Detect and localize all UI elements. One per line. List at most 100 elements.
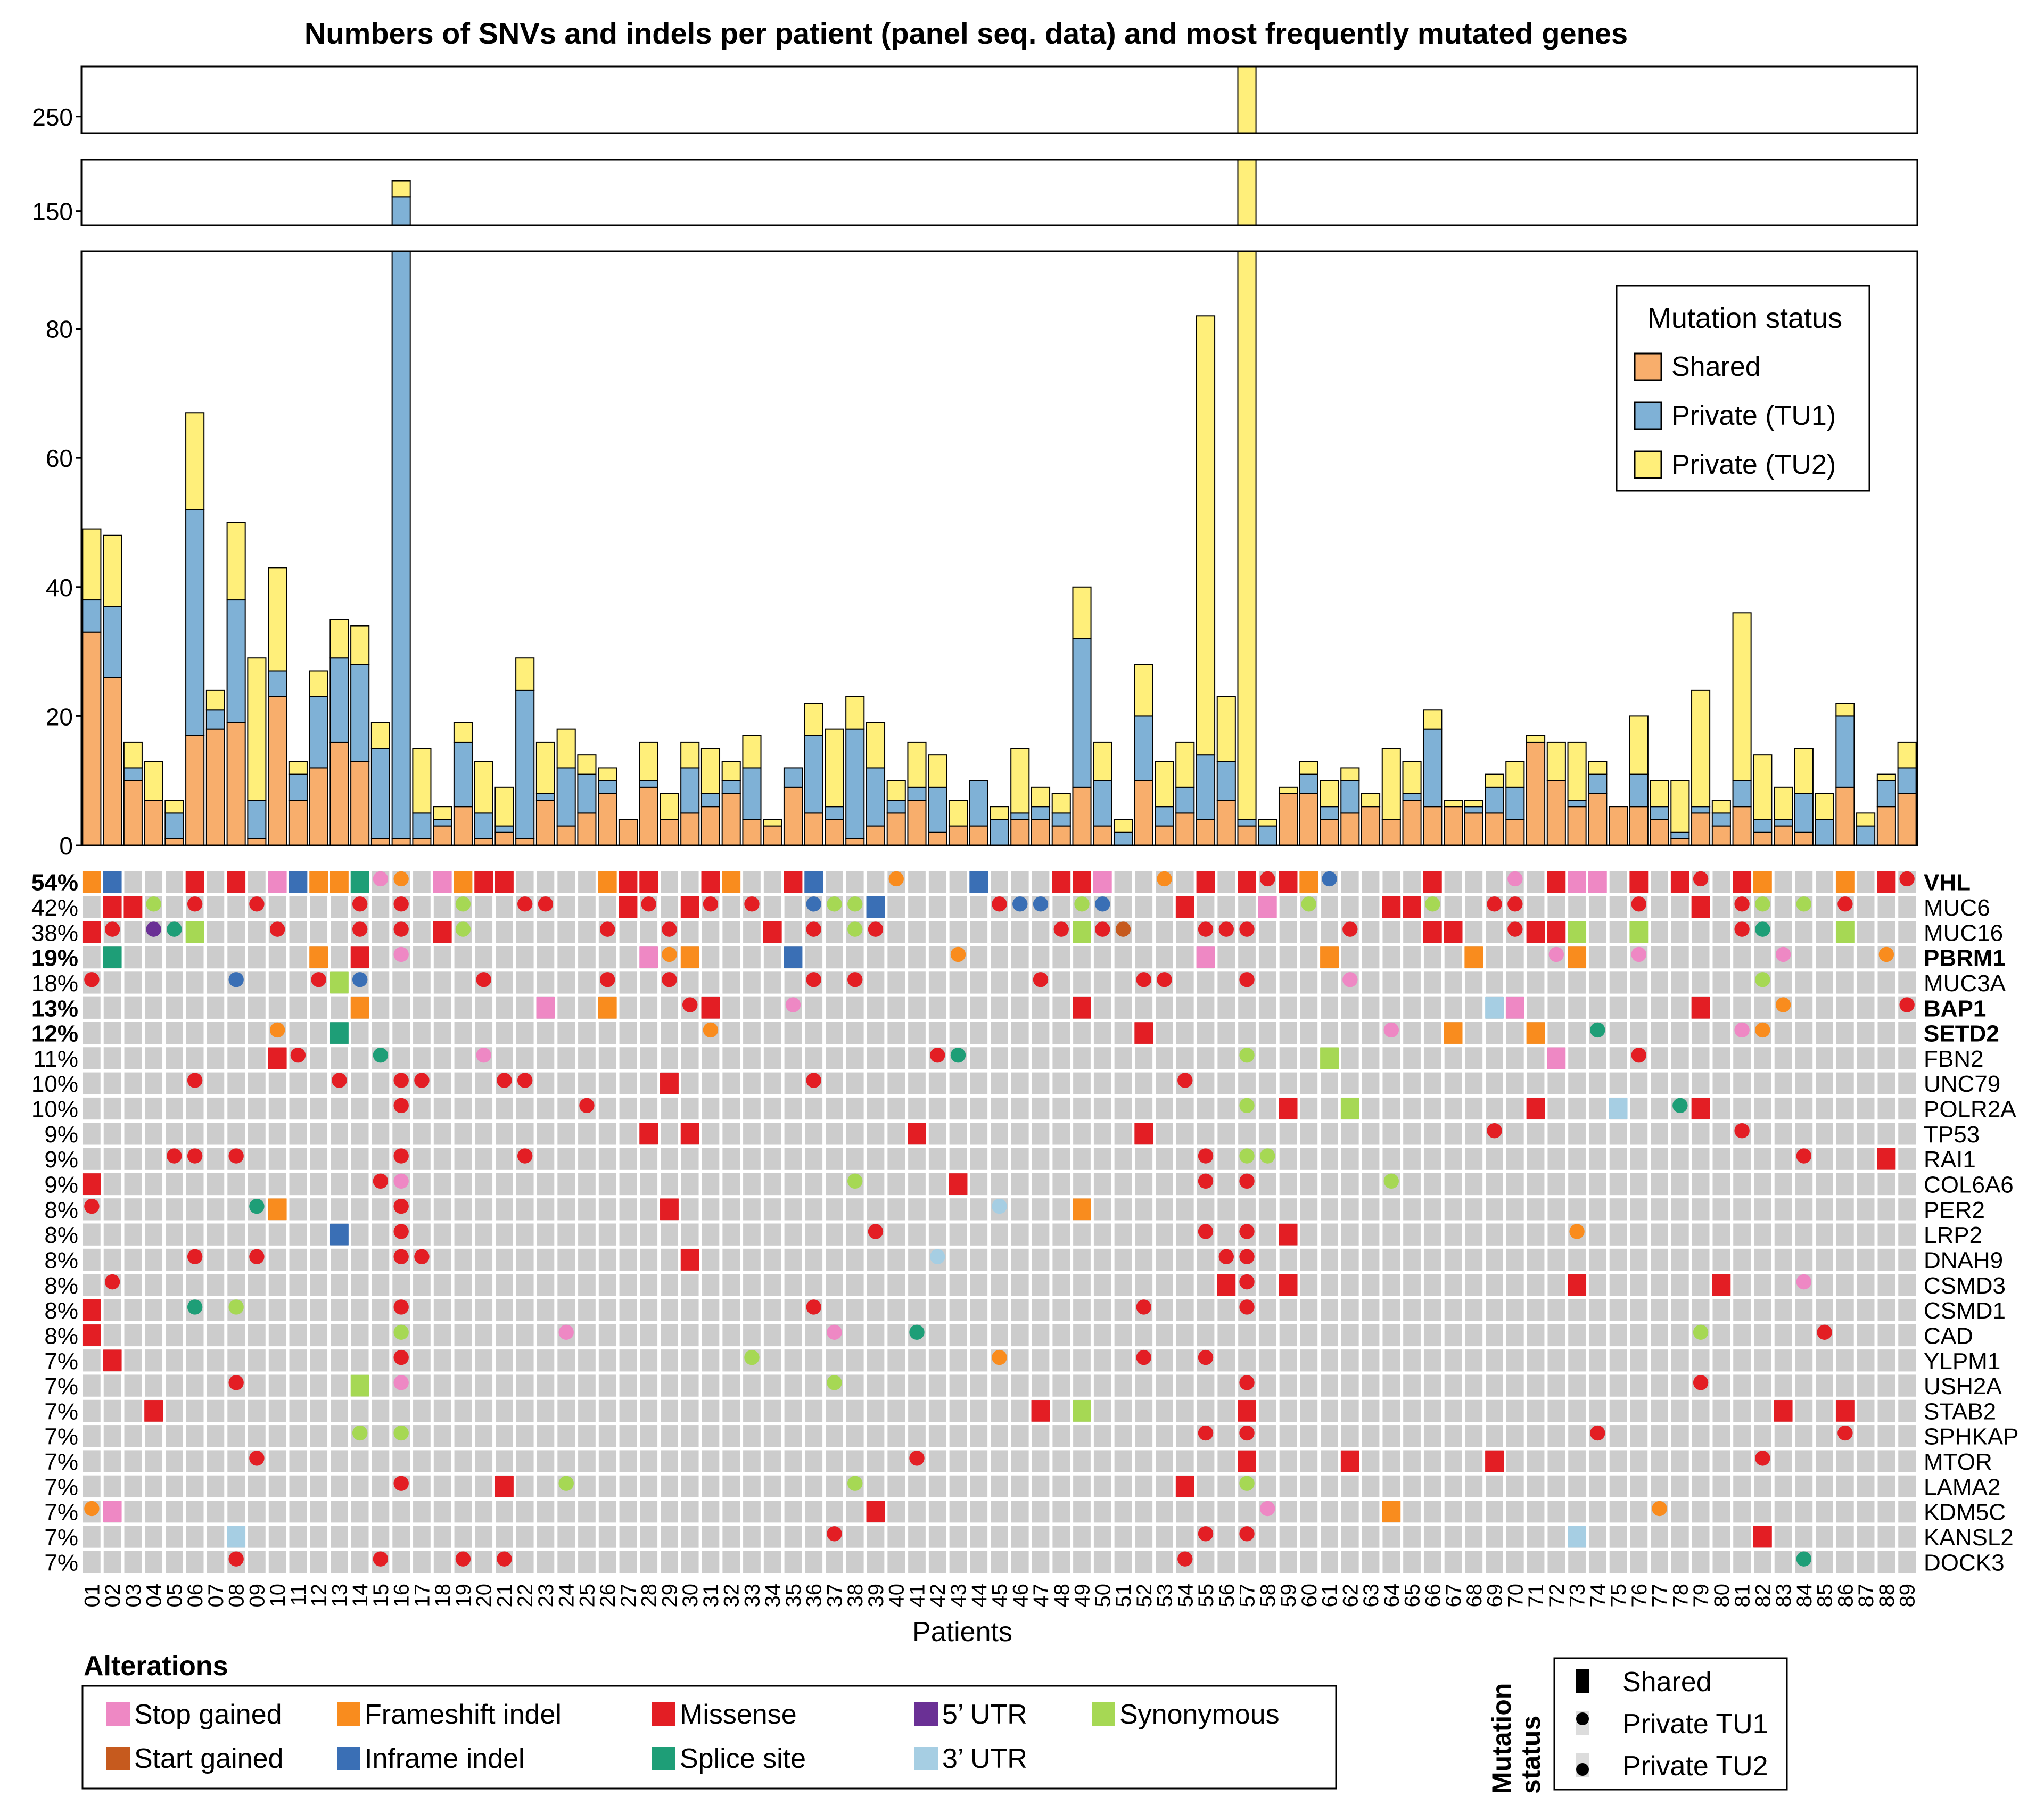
grid-cell bbox=[1671, 971, 1689, 994]
grid-cell bbox=[846, 1148, 864, 1170]
grid-cell bbox=[1217, 1475, 1235, 1498]
alteration-frameshift-shared bbox=[454, 871, 473, 893]
bar-segment-private-tu2- bbox=[1237, 251, 1257, 820]
grid-cell bbox=[908, 1425, 926, 1447]
grid-cell bbox=[1444, 996, 1462, 1019]
grid-cell bbox=[1423, 1198, 1441, 1221]
grid-cell bbox=[1816, 1072, 1833, 1094]
grid-cell bbox=[1403, 1324, 1421, 1347]
grid-cell bbox=[1712, 1475, 1730, 1498]
grid-cell bbox=[227, 1425, 245, 1447]
grid-cell bbox=[1114, 896, 1132, 918]
grid-cell bbox=[1362, 1299, 1380, 1321]
grid-cell bbox=[1114, 1551, 1132, 1573]
grid-cell bbox=[763, 1223, 781, 1246]
grid-cell bbox=[722, 996, 740, 1019]
grid-cell bbox=[1135, 871, 1153, 893]
grid-cell bbox=[826, 1148, 843, 1170]
gene-name: DNAH9 bbox=[1924, 1247, 2003, 1273]
grid-cell bbox=[1156, 1223, 1173, 1246]
grid-cell bbox=[681, 1173, 699, 1196]
grid-cell bbox=[1362, 1349, 1380, 1372]
grid-cell bbox=[702, 1274, 720, 1296]
alteration-synonymous-private bbox=[393, 1324, 409, 1340]
alteration-missense-private bbox=[682, 997, 698, 1012]
grid-cell bbox=[289, 1399, 307, 1422]
alteration-frameshift-shared bbox=[722, 871, 741, 893]
patient-label: 84 bbox=[1793, 1584, 1816, 1608]
grid-cell bbox=[331, 1097, 348, 1120]
bar-segment-shared bbox=[700, 806, 721, 845]
grid-cell bbox=[83, 1526, 101, 1548]
grid-cell bbox=[702, 1223, 720, 1246]
grid-cell bbox=[1052, 1450, 1070, 1472]
grid-cell bbox=[702, 1072, 720, 1094]
grid-cell bbox=[124, 971, 142, 994]
grid-cell bbox=[516, 871, 534, 893]
grid-cell bbox=[1692, 1425, 1710, 1447]
gene-percent: 7% bbox=[44, 1525, 78, 1551]
grid-cell bbox=[351, 1526, 369, 1548]
grid-cell bbox=[1733, 1374, 1751, 1397]
grid-cell bbox=[1651, 1274, 1668, 1296]
grid-cell bbox=[537, 1072, 555, 1094]
stacked-bars bbox=[80, 65, 1918, 846]
grid-cell bbox=[578, 1324, 596, 1347]
grid-cell bbox=[722, 1173, 740, 1196]
grid-cell bbox=[805, 1551, 823, 1573]
grid-cell bbox=[826, 1097, 843, 1120]
grid-cell bbox=[1712, 1022, 1730, 1044]
bar-segment-private-tu1- bbox=[1320, 806, 1339, 820]
grid-cell bbox=[970, 1374, 988, 1397]
patient-label: 11 bbox=[287, 1584, 310, 1606]
grid-cell bbox=[1032, 1198, 1050, 1221]
grid-cell bbox=[268, 1349, 286, 1372]
alteration-frameshift-private bbox=[662, 946, 677, 962]
alteration-missense-shared bbox=[1547, 871, 1566, 893]
grid-cell bbox=[826, 1475, 843, 1498]
grid-cell bbox=[661, 1374, 678, 1397]
grid-cell bbox=[1300, 1274, 1318, 1296]
grid-cell bbox=[722, 1072, 740, 1094]
grid-cell bbox=[1156, 1450, 1173, 1472]
grid-cell bbox=[1444, 971, 1462, 994]
bar-segment-private-tu2- bbox=[370, 722, 390, 749]
grid-cell bbox=[1362, 1148, 1380, 1170]
alteration-stop-shared bbox=[536, 996, 555, 1019]
grid-cell bbox=[1300, 1501, 1318, 1523]
grid-cell bbox=[186, 1223, 204, 1246]
grid-cell bbox=[1176, 1198, 1194, 1221]
patient-label: 56 bbox=[1215, 1584, 1239, 1608]
alteration-splice-shared bbox=[329, 1022, 349, 1044]
grid-cell bbox=[1816, 1097, 1833, 1120]
grid-cell bbox=[1135, 1173, 1153, 1196]
grid-cell bbox=[763, 1198, 781, 1221]
grid-cell bbox=[743, 1324, 761, 1347]
gene-name: CSMD3 bbox=[1924, 1273, 2006, 1299]
grid-cell bbox=[991, 1551, 1008, 1573]
grid-cell bbox=[1114, 1223, 1132, 1246]
grid-cell bbox=[186, 1274, 204, 1296]
grid-cell bbox=[351, 1450, 369, 1472]
alteration-missense-shared bbox=[1423, 921, 1442, 943]
grid-cell bbox=[1444, 1299, 1462, 1321]
grid-cell bbox=[1114, 1022, 1132, 1044]
grid-cell bbox=[557, 1223, 575, 1246]
grid-cell bbox=[166, 1223, 183, 1246]
grid-cell bbox=[207, 1047, 225, 1069]
grid-cell bbox=[124, 1501, 142, 1523]
alteration-splice-private bbox=[950, 1048, 966, 1063]
grid-cell bbox=[1011, 1198, 1029, 1221]
grid-cell bbox=[1733, 996, 1751, 1019]
grid-cell bbox=[1774, 1526, 1792, 1548]
grid-cell bbox=[166, 896, 183, 918]
grid-cell bbox=[1795, 1349, 1813, 1372]
grid-cell bbox=[949, 896, 967, 918]
alteration-splice-private bbox=[373, 1048, 389, 1063]
patient-label: 02 bbox=[101, 1584, 125, 1608]
grid-cell bbox=[1651, 946, 1668, 969]
grid-cell bbox=[1114, 1324, 1132, 1347]
bar-segment-shared bbox=[391, 838, 411, 845]
grid-cell bbox=[1836, 1123, 1854, 1145]
grid-cell bbox=[826, 1047, 843, 1069]
